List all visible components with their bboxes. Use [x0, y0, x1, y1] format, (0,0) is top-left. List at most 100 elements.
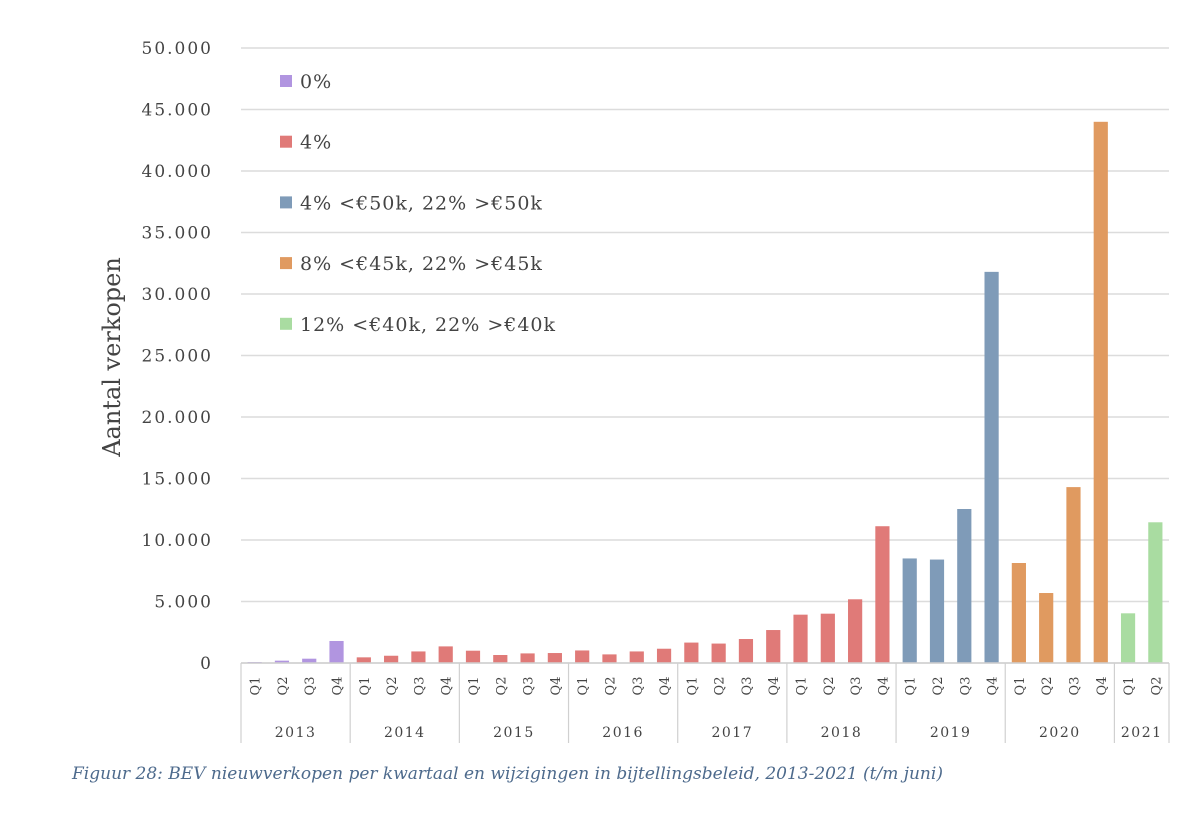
x-year-label: 2019: [930, 725, 972, 741]
x-quarter-label: Q3: [958, 677, 973, 696]
bar: [1011, 563, 1026, 663]
bar: [629, 651, 644, 663]
legend-label: 8% <€45k, 22% >€45k: [300, 253, 543, 275]
bar: [711, 643, 726, 663]
x-quarter-label: Q3: [740, 677, 755, 696]
legend-label: 4% <€50k, 22% >€50k: [300, 192, 543, 214]
bar: [493, 655, 508, 663]
y-tick-label: 20.000: [142, 408, 213, 428]
bar: [465, 650, 481, 663]
legend-swatch: [280, 75, 292, 87]
bar: [438, 646, 453, 663]
bar: [302, 658, 317, 663]
y-tick-label: 50.000: [142, 39, 213, 59]
x-quarter-label: Q1: [904, 677, 919, 696]
bar: [1120, 613, 1136, 663]
bar: [875, 526, 890, 663]
legend-swatch: [280, 257, 292, 270]
x-quarter-label: Q4: [986, 677, 1001, 696]
x-quarter-label: Q2: [494, 677, 509, 696]
legend-label: 12% <€40k, 22% >€40k: [300, 314, 556, 336]
x-quarter-label: Q4: [440, 677, 455, 696]
bar: [547, 653, 562, 663]
bar: [1066, 487, 1081, 663]
bar: [766, 630, 781, 663]
x-quarter-label: Q4: [331, 677, 346, 696]
bar: [929, 559, 945, 663]
bar: [684, 642, 699, 663]
bar: [793, 614, 808, 663]
x-year-label: 2018: [821, 725, 863, 741]
y-tick-label: 0: [200, 654, 213, 674]
bar: [957, 509, 972, 663]
y-tick-label: 5.000: [154, 593, 213, 613]
figure-caption: Figuur 28: BEV nieuwverkopen per kwartaa…: [72, 764, 943, 784]
x-year-label: 2017: [711, 725, 753, 741]
bar: [329, 640, 344, 663]
y-tick-label: 30.000: [142, 285, 213, 305]
x-quarter-label: Q3: [522, 677, 537, 696]
x-quarter-label: Q2: [713, 677, 728, 696]
bar: [984, 271, 999, 663]
x-quarter-label: Q2: [603, 677, 618, 696]
legend-label: 4%: [300, 132, 332, 154]
bar: [656, 648, 672, 663]
x-year-label: 2020: [1039, 725, 1081, 741]
x-quarter-label: Q3: [631, 677, 646, 696]
legend-swatch: [280, 135, 292, 148]
y-axis-title: Aantal verkopen: [98, 257, 126, 458]
x-year-label: 2013: [275, 725, 317, 741]
bar: [1148, 522, 1163, 663]
bar: [848, 599, 863, 663]
x-quarter-label: Q2: [385, 677, 400, 696]
legend-swatch: [280, 317, 292, 330]
x-year-label: 2021: [1121, 725, 1163, 741]
x-quarter-label: Q4: [658, 677, 673, 696]
x-quarter-label: Q1: [1122, 677, 1137, 696]
x-quarter-label: Q3: [303, 677, 318, 696]
x-quarter-label: Q2: [1149, 677, 1164, 696]
x-quarter-label: Q2: [1040, 677, 1055, 696]
x-quarter-label: Q2: [276, 677, 291, 696]
x-quarter-label: Q4: [1095, 677, 1110, 696]
bar: [575, 650, 590, 663]
x-quarter-label: Q3: [1067, 677, 1082, 696]
y-tick-label: 25.000: [142, 347, 213, 367]
legend-swatch: [280, 196, 292, 209]
bar: [738, 639, 754, 663]
x-quarter-label: Q1: [358, 677, 373, 696]
bar: [1093, 121, 1108, 664]
x-quarter-label: Q1: [467, 677, 482, 696]
y-tick-label: 45.000: [142, 101, 213, 121]
x-quarter-label: Q2: [931, 677, 946, 696]
x-quarter-label: Q1: [576, 677, 591, 696]
y-tick-label: 35.000: [142, 224, 213, 244]
bar: [520, 653, 535, 663]
bar: [820, 613, 835, 663]
x-quarter-label: Q4: [767, 677, 782, 696]
x-quarter-label: Q4: [876, 677, 891, 696]
x-quarter-label: Q1: [795, 677, 810, 696]
x-quarter-label: Q1: [249, 677, 264, 696]
bar: [411, 651, 426, 663]
x-year-label: 2015: [493, 725, 535, 741]
x-quarter-label: Q3: [849, 677, 864, 696]
y-tick-label: 15.000: [142, 470, 213, 490]
x-quarter-label: Q3: [412, 677, 427, 696]
bar: [356, 657, 371, 663]
bar: [1039, 593, 1054, 663]
bar: [274, 660, 290, 663]
x-quarter-label: Q2: [822, 677, 837, 696]
bar: [902, 558, 917, 663]
bar: [602, 654, 617, 663]
y-tick-label: 10.000: [142, 531, 213, 551]
x-year-label: 2014: [384, 725, 426, 741]
x-quarter-label: Q4: [549, 677, 564, 696]
y-tick-label: 40.000: [142, 162, 213, 182]
x-quarter-label: Q1: [685, 677, 700, 696]
legend-label: 0%: [300, 71, 332, 93]
x-year-label: 2016: [602, 725, 644, 741]
x-quarter-label: Q1: [1013, 677, 1028, 696]
bar: [384, 655, 399, 663]
